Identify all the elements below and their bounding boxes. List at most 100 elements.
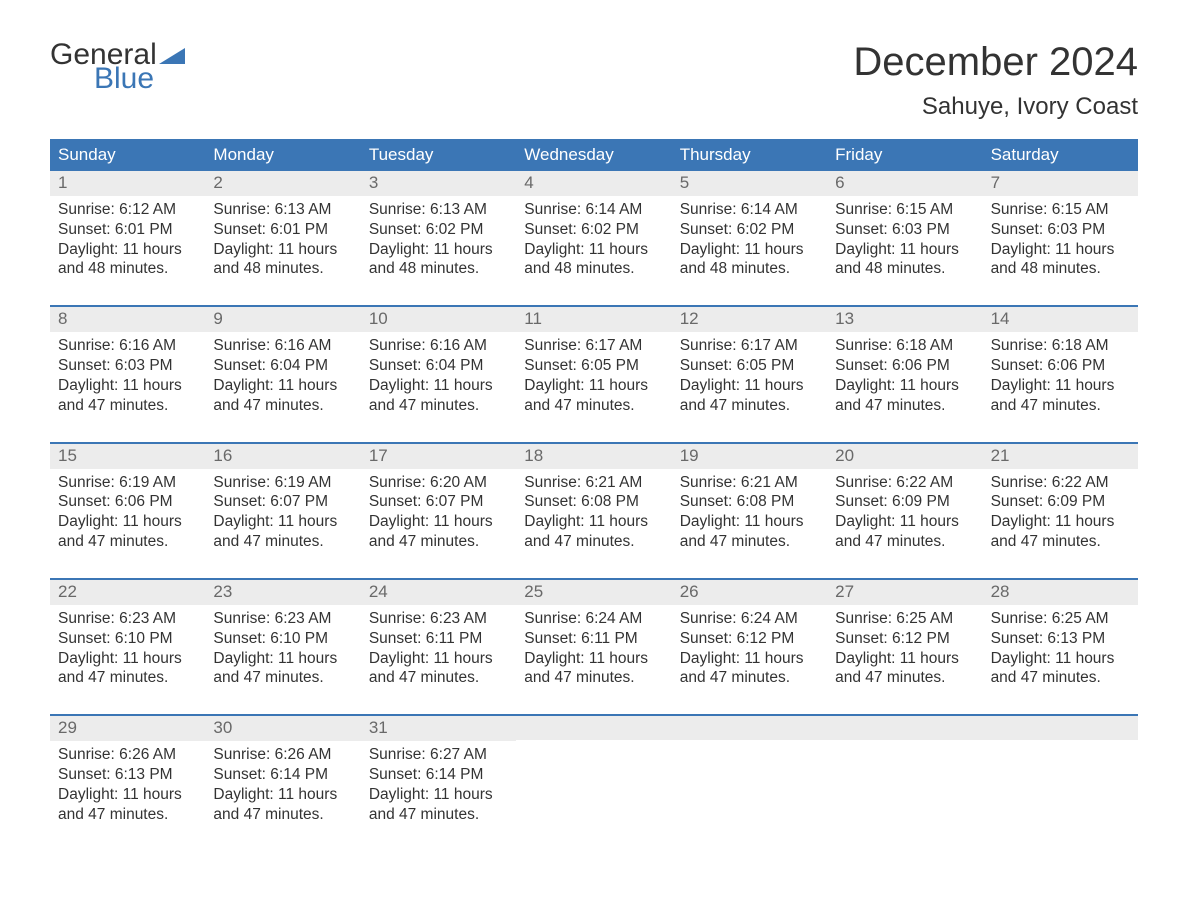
day-number: 27 bbox=[827, 580, 982, 605]
day-cell: 3Sunrise: 6:13 AMSunset: 6:02 PMDaylight… bbox=[361, 171, 516, 279]
day-cell: 2Sunrise: 6:13 AMSunset: 6:01 PMDaylight… bbox=[205, 171, 360, 279]
day-cell: 11Sunrise: 6:17 AMSunset: 6:05 PMDayligh… bbox=[516, 307, 671, 415]
day-details: Sunrise: 6:24 AMSunset: 6:12 PMDaylight:… bbox=[672, 605, 827, 688]
day-cell bbox=[827, 716, 982, 824]
day-cell: 28Sunrise: 6:25 AMSunset: 6:13 PMDayligh… bbox=[983, 580, 1138, 688]
week-row: 22Sunrise: 6:23 AMSunset: 6:10 PMDayligh… bbox=[50, 578, 1138, 714]
day-number: 11 bbox=[516, 307, 671, 332]
day-cell: 23Sunrise: 6:23 AMSunset: 6:10 PMDayligh… bbox=[205, 580, 360, 688]
day-number: 3 bbox=[361, 171, 516, 196]
day-number: 13 bbox=[827, 307, 982, 332]
day-details: Sunrise: 6:23 AMSunset: 6:11 PMDaylight:… bbox=[361, 605, 516, 688]
day-header: Thursday bbox=[672, 139, 827, 171]
day-number: 2 bbox=[205, 171, 360, 196]
day-number: 15 bbox=[50, 444, 205, 469]
day-details: Sunrise: 6:26 AMSunset: 6:14 PMDaylight:… bbox=[205, 741, 360, 824]
week-row: 8Sunrise: 6:16 AMSunset: 6:03 PMDaylight… bbox=[50, 305, 1138, 441]
day-header: Wednesday bbox=[516, 139, 671, 171]
day-details: Sunrise: 6:18 AMSunset: 6:06 PMDaylight:… bbox=[827, 332, 982, 415]
day-cell bbox=[672, 716, 827, 824]
logo: General Blue bbox=[50, 40, 185, 94]
day-details: Sunrise: 6:27 AMSunset: 6:14 PMDaylight:… bbox=[361, 741, 516, 824]
day-header: Saturday bbox=[983, 139, 1138, 171]
day-number: 8 bbox=[50, 307, 205, 332]
day-details: Sunrise: 6:16 AMSunset: 6:03 PMDaylight:… bbox=[50, 332, 205, 415]
day-number: 4 bbox=[516, 171, 671, 196]
day-header: Monday bbox=[205, 139, 360, 171]
day-details: Sunrise: 6:19 AMSunset: 6:07 PMDaylight:… bbox=[205, 469, 360, 552]
day-number: 29 bbox=[50, 716, 205, 741]
day-number: 26 bbox=[672, 580, 827, 605]
day-details: Sunrise: 6:26 AMSunset: 6:13 PMDaylight:… bbox=[50, 741, 205, 824]
day-number: 5 bbox=[672, 171, 827, 196]
day-details: Sunrise: 6:24 AMSunset: 6:11 PMDaylight:… bbox=[516, 605, 671, 688]
day-number: 6 bbox=[827, 171, 982, 196]
day-number: 24 bbox=[361, 580, 516, 605]
day-cell: 22Sunrise: 6:23 AMSunset: 6:10 PMDayligh… bbox=[50, 580, 205, 688]
day-details: Sunrise: 6:21 AMSunset: 6:08 PMDaylight:… bbox=[516, 469, 671, 552]
day-cell: 7Sunrise: 6:15 AMSunset: 6:03 PMDaylight… bbox=[983, 171, 1138, 279]
day-cell: 30Sunrise: 6:26 AMSunset: 6:14 PMDayligh… bbox=[205, 716, 360, 824]
day-cell: 1Sunrise: 6:12 AMSunset: 6:01 PMDaylight… bbox=[50, 171, 205, 279]
day-number: 30 bbox=[205, 716, 360, 741]
empty-day bbox=[672, 716, 827, 740]
day-cell: 24Sunrise: 6:23 AMSunset: 6:11 PMDayligh… bbox=[361, 580, 516, 688]
day-number: 12 bbox=[672, 307, 827, 332]
day-number: 17 bbox=[361, 444, 516, 469]
day-details: Sunrise: 6:17 AMSunset: 6:05 PMDaylight:… bbox=[672, 332, 827, 415]
day-cell: 25Sunrise: 6:24 AMSunset: 6:11 PMDayligh… bbox=[516, 580, 671, 688]
day-cell: 20Sunrise: 6:22 AMSunset: 6:09 PMDayligh… bbox=[827, 444, 982, 552]
day-cell: 8Sunrise: 6:16 AMSunset: 6:03 PMDaylight… bbox=[50, 307, 205, 415]
day-details: Sunrise: 6:22 AMSunset: 6:09 PMDaylight:… bbox=[827, 469, 982, 552]
day-details: Sunrise: 6:21 AMSunset: 6:08 PMDaylight:… bbox=[672, 469, 827, 552]
day-cell: 19Sunrise: 6:21 AMSunset: 6:08 PMDayligh… bbox=[672, 444, 827, 552]
day-number: 22 bbox=[50, 580, 205, 605]
day-details: Sunrise: 6:22 AMSunset: 6:09 PMDaylight:… bbox=[983, 469, 1138, 552]
day-details: Sunrise: 6:25 AMSunset: 6:13 PMDaylight:… bbox=[983, 605, 1138, 688]
day-number: 9 bbox=[205, 307, 360, 332]
day-cell: 6Sunrise: 6:15 AMSunset: 6:03 PMDaylight… bbox=[827, 171, 982, 279]
day-cell: 27Sunrise: 6:25 AMSunset: 6:12 PMDayligh… bbox=[827, 580, 982, 688]
day-number: 16 bbox=[205, 444, 360, 469]
location-subtitle: Sahuye, Ivory Coast bbox=[853, 93, 1138, 121]
day-cell: 14Sunrise: 6:18 AMSunset: 6:06 PMDayligh… bbox=[983, 307, 1138, 415]
day-cell: 10Sunrise: 6:16 AMSunset: 6:04 PMDayligh… bbox=[361, 307, 516, 415]
header: General Blue December 2024 Sahuye, Ivory… bbox=[50, 40, 1138, 131]
day-cell: 21Sunrise: 6:22 AMSunset: 6:09 PMDayligh… bbox=[983, 444, 1138, 552]
day-details: Sunrise: 6:15 AMSunset: 6:03 PMDaylight:… bbox=[983, 196, 1138, 279]
day-details: Sunrise: 6:25 AMSunset: 6:12 PMDaylight:… bbox=[827, 605, 982, 688]
day-cell: 26Sunrise: 6:24 AMSunset: 6:12 PMDayligh… bbox=[672, 580, 827, 688]
day-details: Sunrise: 6:13 AMSunset: 6:01 PMDaylight:… bbox=[205, 196, 360, 279]
day-headers-row: SundayMondayTuesdayWednesdayThursdayFrid… bbox=[50, 139, 1138, 171]
week-row: 15Sunrise: 6:19 AMSunset: 6:06 PMDayligh… bbox=[50, 442, 1138, 578]
day-number: 25 bbox=[516, 580, 671, 605]
day-cell: 16Sunrise: 6:19 AMSunset: 6:07 PMDayligh… bbox=[205, 444, 360, 552]
day-number: 7 bbox=[983, 171, 1138, 196]
flag-icon bbox=[159, 46, 185, 64]
day-cell: 31Sunrise: 6:27 AMSunset: 6:14 PMDayligh… bbox=[361, 716, 516, 824]
day-details: Sunrise: 6:16 AMSunset: 6:04 PMDaylight:… bbox=[361, 332, 516, 415]
day-details: Sunrise: 6:23 AMSunset: 6:10 PMDaylight:… bbox=[50, 605, 205, 688]
day-number: 20 bbox=[827, 444, 982, 469]
day-details: Sunrise: 6:23 AMSunset: 6:10 PMDaylight:… bbox=[205, 605, 360, 688]
day-number: 10 bbox=[361, 307, 516, 332]
day-number: 14 bbox=[983, 307, 1138, 332]
day-cell: 9Sunrise: 6:16 AMSunset: 6:04 PMDaylight… bbox=[205, 307, 360, 415]
calendar: SundayMondayTuesdayWednesdayThursdayFrid… bbox=[50, 139, 1138, 851]
day-header: Sunday bbox=[50, 139, 205, 171]
day-details: Sunrise: 6:17 AMSunset: 6:05 PMDaylight:… bbox=[516, 332, 671, 415]
day-details: Sunrise: 6:20 AMSunset: 6:07 PMDaylight:… bbox=[361, 469, 516, 552]
day-details: Sunrise: 6:16 AMSunset: 6:04 PMDaylight:… bbox=[205, 332, 360, 415]
empty-day bbox=[516, 716, 671, 740]
day-header: Tuesday bbox=[361, 139, 516, 171]
logo-blue-text: Blue bbox=[94, 64, 185, 94]
day-cell: 18Sunrise: 6:21 AMSunset: 6:08 PMDayligh… bbox=[516, 444, 671, 552]
day-number: 21 bbox=[983, 444, 1138, 469]
day-number: 19 bbox=[672, 444, 827, 469]
month-title: December 2024 bbox=[853, 40, 1138, 85]
day-cell bbox=[983, 716, 1138, 824]
day-details: Sunrise: 6:13 AMSunset: 6:02 PMDaylight:… bbox=[361, 196, 516, 279]
week-row: 29Sunrise: 6:26 AMSunset: 6:13 PMDayligh… bbox=[50, 714, 1138, 850]
day-cell: 29Sunrise: 6:26 AMSunset: 6:13 PMDayligh… bbox=[50, 716, 205, 824]
day-details: Sunrise: 6:18 AMSunset: 6:06 PMDaylight:… bbox=[983, 332, 1138, 415]
